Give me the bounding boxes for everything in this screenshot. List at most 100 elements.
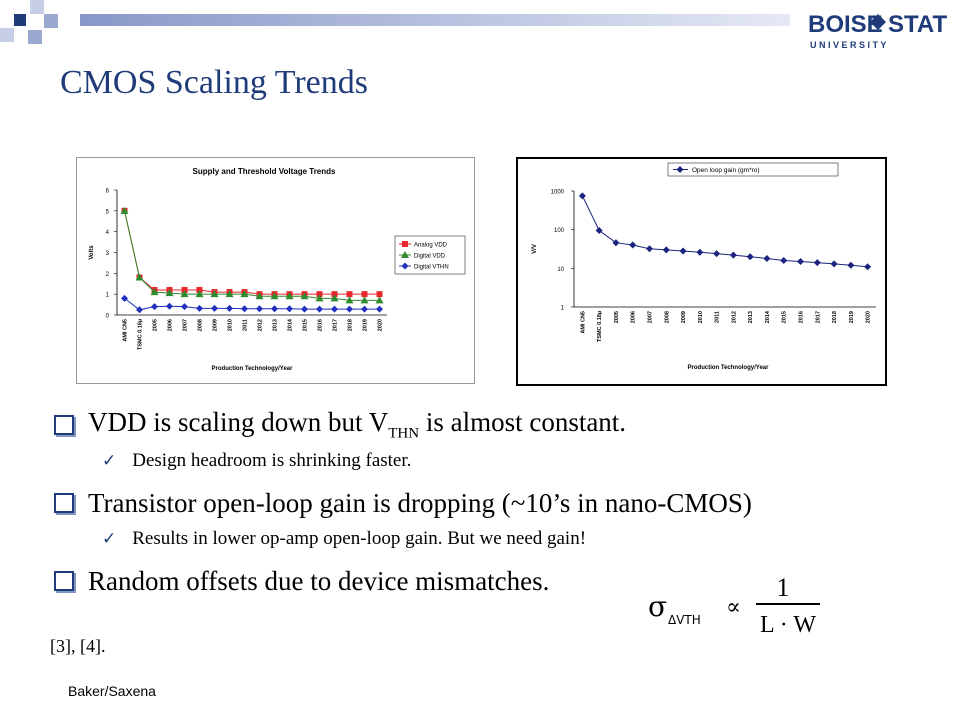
- data-point: [331, 305, 338, 313]
- checkmark-icon: ✓: [102, 451, 117, 471]
- mismatch-formula: σ ΔVTH ∝ 1 L · W: [648, 573, 820, 638]
- data-point: [225, 290, 234, 298]
- y-tick-label: 1: [106, 293, 110, 299]
- data-point: [241, 305, 248, 313]
- data-point: [595, 227, 603, 235]
- data-point: [360, 296, 369, 304]
- x-tick-label: AMI CN5: [580, 311, 586, 334]
- bullet-offsets: Random offsets due to device mismatches.: [50, 564, 930, 598]
- x-tick-label: 2014: [765, 310, 771, 323]
- data-point: [271, 305, 278, 313]
- legend-marker: [402, 241, 408, 247]
- x-tick-label: 2017: [333, 319, 339, 331]
- data-point: [286, 305, 293, 313]
- data-point: [240, 290, 249, 298]
- data-point: [780, 256, 788, 264]
- data-point: [211, 304, 218, 312]
- data-point: [196, 304, 203, 312]
- legend-label: Digital VDD: [414, 254, 446, 260]
- voltage-trends-svg: Supply and Threshold Voltage Trends 0 1 2 3 4…: [89, 167, 466, 372]
- data-point: [813, 259, 821, 267]
- x-tick-label: 2008: [664, 311, 670, 323]
- legend-label: Open loop gain (gm*ro): [692, 167, 760, 174]
- data-point: [713, 250, 721, 258]
- x-axis-label: Production Technology/Year: [212, 366, 294, 372]
- bullet-gain-text: Transistor open-loop gain is dropping (~…: [88, 487, 752, 518]
- bullet-list: VDD is scaling down but VTHN is almost c…: [50, 407, 930, 604]
- y-tick-label: 3: [106, 251, 110, 257]
- data-point: [361, 305, 368, 313]
- x-tick-label: 2013: [273, 319, 279, 331]
- series-line: [124, 297, 380, 311]
- data-point: [135, 273, 144, 281]
- gain-chart: Open loop gain (gm*ro) 1 10 100 1000 V/V AMI C…: [516, 157, 887, 386]
- corner-decoration: [0, 0, 80, 50]
- data-point: [361, 291, 368, 298]
- legend-marker: [401, 262, 409, 270]
- data-point: [345, 296, 354, 304]
- y-tick-label: 100: [554, 228, 565, 234]
- square-bullet-icon: [54, 493, 74, 513]
- data-point: [729, 251, 737, 259]
- legend-box: [667, 162, 839, 177]
- header-gradient-bar: [80, 14, 790, 26]
- legend-label: Analog VDD: [414, 243, 448, 249]
- x-tick-label: TSMC 0.18µ: [138, 319, 144, 350]
- data-point: [830, 260, 838, 268]
- data-point: [301, 305, 308, 313]
- data-point: [679, 247, 687, 255]
- series-line: [124, 210, 380, 295]
- y-axis-label: Volts: [89, 245, 95, 260]
- x-tick-label: 2012: [258, 319, 264, 331]
- y-tick-label: 4: [106, 230, 110, 236]
- data-point: [256, 305, 263, 313]
- x-tick-label: 2016: [318, 319, 324, 331]
- data-point: [166, 302, 173, 310]
- sub-bullet-opamp: ✓ Results in lower op-amp open-loop gain…: [102, 526, 930, 552]
- data-point: [300, 292, 309, 300]
- data-point: [331, 291, 338, 298]
- square-bullet-icon: [54, 571, 74, 591]
- x-tick-label: 2007: [648, 311, 654, 323]
- data-point: [662, 246, 670, 254]
- data-point: [136, 306, 143, 314]
- data-point: [696, 248, 704, 256]
- x-tick-label: 2009: [681, 311, 687, 323]
- slide-title: CMOS Scaling Trends: [60, 64, 368, 101]
- voltage-trends-chart: Supply and Threshold Voltage Trends 0 1 2 3 4…: [76, 157, 475, 384]
- legend-marker: [676, 166, 684, 173]
- x-tick-label: 2019: [849, 311, 855, 323]
- data-point: [150, 288, 159, 296]
- sub-bullet-opamp-text: Results in lower op-amp open-loop gain. …: [132, 528, 587, 549]
- data-point: [195, 290, 204, 298]
- data-point: [376, 291, 383, 298]
- logo-text-university: U N I V E R S I T Y: [810, 40, 886, 50]
- data-point: [315, 294, 324, 302]
- x-tick-label: 2015: [782, 311, 788, 323]
- x-tick-label: 2020: [866, 311, 872, 323]
- bullet-offsets-text: Random offsets due to device mismatches.: [88, 565, 550, 596]
- bullet-vdd-text: VDD is scaling down but VTHN is almost c…: [88, 407, 627, 442]
- data-point: [646, 245, 653, 253]
- formula-denominator: L · W: [760, 612, 816, 638]
- data-point: [316, 291, 323, 298]
- formula-proportional: ∝: [726, 595, 741, 620]
- x-tick-label: 2005: [614, 311, 620, 323]
- bullet-gain: Transistor open-loop gain is dropping (~…: [50, 486, 930, 520]
- x-tick-label: 2011: [243, 319, 249, 331]
- x-tick-label: 2014: [288, 318, 294, 331]
- data-point: [196, 287, 203, 293]
- references: [3], [4].: [50, 636, 106, 656]
- legend-marker: [401, 251, 409, 258]
- x-tick-label: AMI CN5: [123, 319, 129, 342]
- sub-bullet-headroom-text: Design headroom is shrinking faster.: [132, 450, 412, 471]
- data-point: [181, 303, 188, 311]
- data-point: [746, 253, 754, 261]
- x-tick-label: 2013: [748, 311, 754, 323]
- formula-subscript: ΔVTH: [668, 613, 701, 627]
- data-point: [612, 239, 620, 247]
- data-point: [330, 294, 339, 302]
- data-point: [151, 303, 158, 311]
- data-point: [346, 305, 353, 313]
- data-point: [165, 289, 174, 297]
